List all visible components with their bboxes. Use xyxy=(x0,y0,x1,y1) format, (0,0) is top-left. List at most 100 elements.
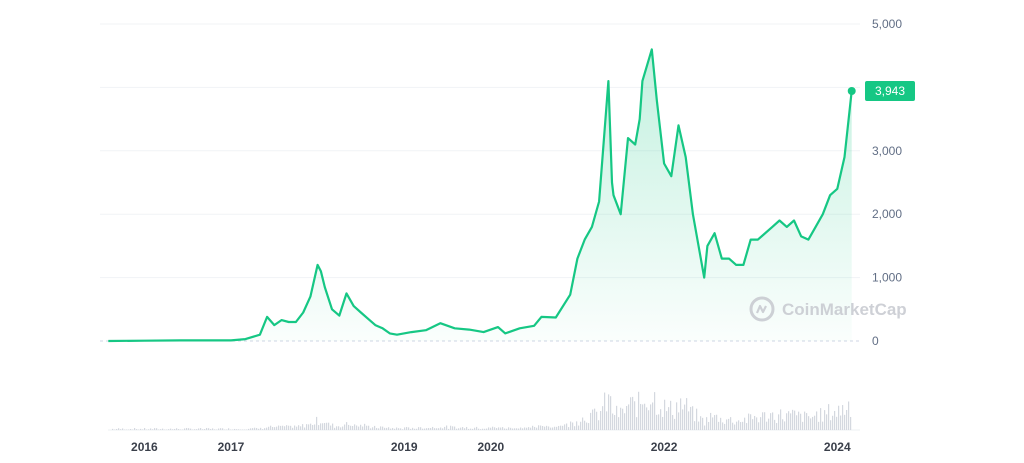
volume-bar xyxy=(392,427,394,430)
volume-bar xyxy=(688,411,690,430)
volume-bar xyxy=(264,428,266,430)
x-tick-label: 2020 xyxy=(477,440,504,454)
watermark-text: CoinMarketCap xyxy=(782,300,907,319)
volume-bar xyxy=(458,428,460,430)
volume-bar xyxy=(120,429,122,430)
y-tick-label: 2,000 xyxy=(872,207,902,221)
volume-bar xyxy=(354,424,356,430)
volume-bar xyxy=(268,426,270,430)
volume-bar xyxy=(544,426,546,430)
volume-bar xyxy=(130,429,132,430)
volume-bar xyxy=(692,406,694,430)
volume-bar xyxy=(762,412,764,430)
volume-bar xyxy=(364,423,366,430)
volume-bar xyxy=(526,427,528,430)
volume-bar xyxy=(400,428,402,430)
volume-bar xyxy=(272,426,274,430)
volume-bar xyxy=(782,419,784,430)
volume-bar xyxy=(146,429,148,430)
volume-bar xyxy=(150,428,152,430)
volume-bar xyxy=(202,429,204,430)
volume-bar xyxy=(144,428,146,430)
volume-bar xyxy=(464,428,466,430)
volume-bar xyxy=(540,425,542,430)
volume-bar xyxy=(340,427,342,430)
volume-bar xyxy=(814,415,816,430)
volume-bar xyxy=(842,405,844,430)
volume-bar xyxy=(336,426,338,430)
volume-bar xyxy=(606,411,608,430)
volume-bar xyxy=(582,417,584,430)
volume-bar xyxy=(794,410,796,430)
volume-bar xyxy=(638,391,640,430)
volume-bar xyxy=(496,428,498,430)
volume-bar xyxy=(674,418,676,430)
volume-bar xyxy=(620,407,622,430)
volume-bar xyxy=(452,426,454,430)
volume-bar xyxy=(362,426,364,430)
y-tick-label: 3,000 xyxy=(872,144,902,158)
volume-bar xyxy=(504,428,506,430)
volume-bar xyxy=(678,412,680,430)
volume-bar xyxy=(714,415,716,430)
volume-bar xyxy=(586,422,588,430)
volume-bar xyxy=(254,427,256,430)
volume-bar xyxy=(370,428,372,430)
volume-bar xyxy=(704,425,706,430)
volume-bar xyxy=(516,428,518,430)
volume-bar xyxy=(764,412,766,430)
volume-bar xyxy=(584,420,586,430)
volume-bar xyxy=(472,428,474,430)
volume-bar xyxy=(176,428,178,430)
volume-bar xyxy=(682,409,684,430)
volume-bar xyxy=(506,428,508,430)
y-tick-label: 5,000 xyxy=(872,17,902,31)
volume-bar xyxy=(478,428,480,430)
volume-bar xyxy=(422,428,424,430)
volume-bar xyxy=(828,404,830,430)
volume-bar xyxy=(508,427,510,430)
volume-bar xyxy=(420,427,422,430)
volume-bar xyxy=(170,428,172,430)
volume-bar xyxy=(608,394,610,430)
volume-bar xyxy=(174,428,176,430)
volume-bar xyxy=(748,413,750,430)
volume-bar xyxy=(834,410,836,430)
volume-bar xyxy=(386,427,388,430)
volume-bar xyxy=(664,399,666,430)
volume-bar xyxy=(432,426,434,430)
volume-bar xyxy=(824,410,826,430)
volume-bar xyxy=(622,408,624,430)
volume-bar xyxy=(210,428,212,430)
x-tick-label: 2017 xyxy=(218,440,245,454)
volume-bar xyxy=(806,413,808,430)
volume-bar xyxy=(524,427,526,430)
volume-bar xyxy=(558,425,560,430)
volume-bar xyxy=(220,428,222,430)
volume-bar xyxy=(588,423,590,430)
volume-bar xyxy=(270,425,272,430)
volume-bar xyxy=(266,427,268,430)
volume-bar xyxy=(666,411,668,430)
volume-bar xyxy=(278,425,280,430)
volume-bar xyxy=(156,428,158,430)
volume-bar xyxy=(756,417,758,430)
volume-bar xyxy=(388,427,390,430)
volume-bar xyxy=(514,428,516,430)
volume-bar xyxy=(128,429,130,430)
volume-bar xyxy=(242,429,244,430)
volume-bar xyxy=(212,428,214,430)
volume-bar xyxy=(850,416,852,430)
volume-bar xyxy=(302,424,304,430)
volume-bar xyxy=(372,427,374,430)
volume-bar xyxy=(332,423,334,430)
volume-bar xyxy=(222,428,224,430)
volume-bar xyxy=(522,428,524,430)
volume-bar xyxy=(840,415,842,430)
volume-bar xyxy=(470,428,472,430)
volume-bar xyxy=(742,421,744,430)
volume-bar xyxy=(232,429,234,430)
volume-bar xyxy=(238,429,240,430)
volume-bar xyxy=(778,414,780,430)
volume-bar xyxy=(440,427,442,430)
